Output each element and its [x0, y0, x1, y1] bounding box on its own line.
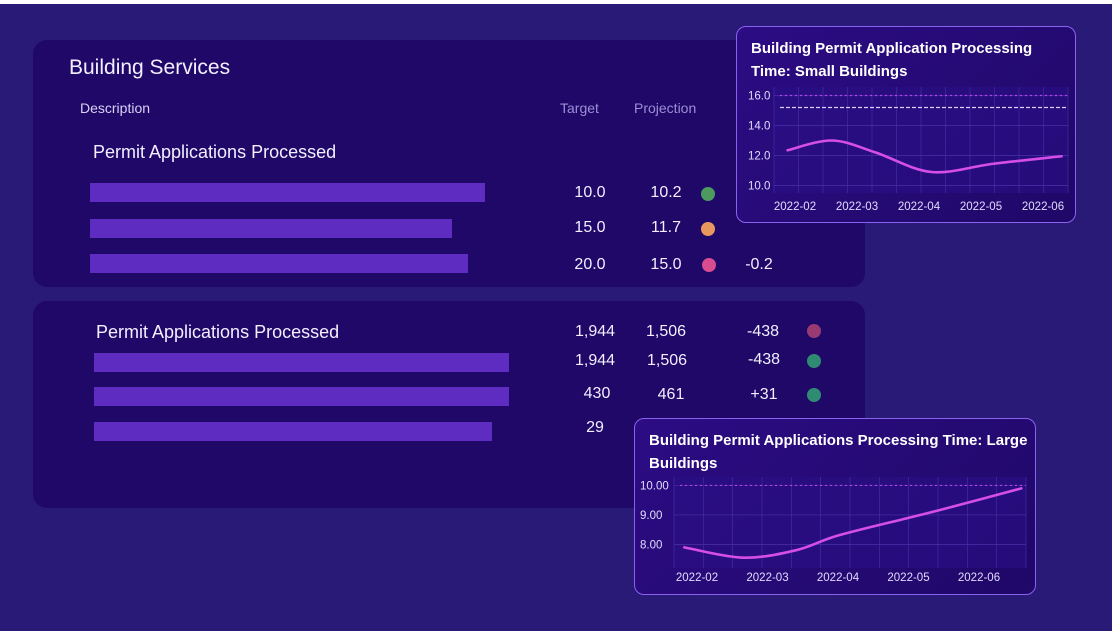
chart-title: Building Permit Applications Processing …: [649, 432, 1028, 472]
x-tick-label: 2022-02: [773, 201, 815, 213]
projection-value: 11.7: [651, 219, 681, 236]
x-tick-label: 2022-03: [835, 201, 877, 213]
x-tick-label: 2022-05: [959, 201, 1001, 213]
description-bar[interactable]: [90, 219, 452, 238]
target-value: 15.0: [574, 219, 606, 236]
panel-title: Building Services: [69, 56, 231, 79]
target-value: 20.0: [574, 256, 606, 273]
x-tick-label: 2022-05: [887, 572, 929, 584]
section-title: Permit Applications Processed: [96, 322, 340, 342]
section-title: Permit Applications Processed: [93, 142, 337, 162]
status-dot: [701, 222, 715, 236]
col-description: Description: [80, 100, 151, 116]
target-value: 430: [583, 385, 611, 402]
target-value: 1,944: [574, 352, 616, 369]
description-bar[interactable]: [94, 353, 509, 372]
projection-value: 15.0: [650, 256, 682, 273]
description-bar[interactable]: [94, 422, 492, 441]
variance-value: +31: [750, 386, 778, 403]
series-line: [785, 138, 1063, 174]
target-value: 1,944: [574, 323, 616, 340]
x-tick-label: 2022-04: [816, 572, 859, 584]
x-tick-label: 2022-06: [957, 572, 999, 584]
description-bar[interactable]: [94, 387, 509, 406]
y-tick-label: 9.00: [640, 509, 662, 521]
y-tick-label: 14.0: [748, 120, 770, 132]
x-tick-label: 2022-04: [897, 201, 940, 213]
col-projection: Projection: [634, 100, 697, 116]
target-value: 29: [586, 419, 604, 436]
variance-value: -0.2: [745, 256, 773, 273]
x-tick-label: 2022-02: [675, 572, 717, 584]
col-target: Target: [560, 100, 599, 116]
large-buildings-chart-card: Building Permit Applications Processing …: [634, 418, 1036, 595]
status-dot: [702, 258, 716, 272]
status-dot: [701, 187, 715, 201]
series-line: [682, 486, 1023, 559]
status-dot: [807, 354, 821, 368]
description-bar[interactable]: [90, 254, 468, 273]
y-tick-label: 12.0: [748, 150, 770, 162]
x-tick-label: 2022-06: [1021, 201, 1063, 213]
small-buildings-chart-card: Building Permit Application Processing T…: [736, 26, 1076, 223]
y-tick-label: 10.00: [640, 480, 669, 492]
y-tick-label: 16.0: [748, 90, 770, 102]
y-tick-label: 10.0: [748, 180, 770, 192]
building-services-panel: Building Services Description Target Pro…: [33, 40, 865, 287]
target-value: 10.0: [574, 184, 606, 201]
projection-value: 10.2: [650, 184, 682, 201]
large-buildings-line-chart: 10.00 9.00 8.00 2022-02 2022-03 2022-04 2022-0…: [640, 476, 1026, 584]
status-dot: [807, 324, 821, 338]
status-dot: [807, 388, 821, 402]
x-tick-label: 2022-03: [746, 572, 788, 584]
projection-value: 1,506: [645, 323, 687, 340]
y-tick-label: 8.00: [640, 539, 662, 551]
projection-value: 1,506: [646, 352, 688, 369]
variance-value: -438: [747, 351, 781, 368]
variance-value: -438: [746, 323, 780, 340]
projection-value: 461: [657, 386, 685, 403]
description-bar[interactable]: [90, 183, 485, 202]
chart-title: Building Permit Application Processing T…: [751, 40, 1033, 80]
